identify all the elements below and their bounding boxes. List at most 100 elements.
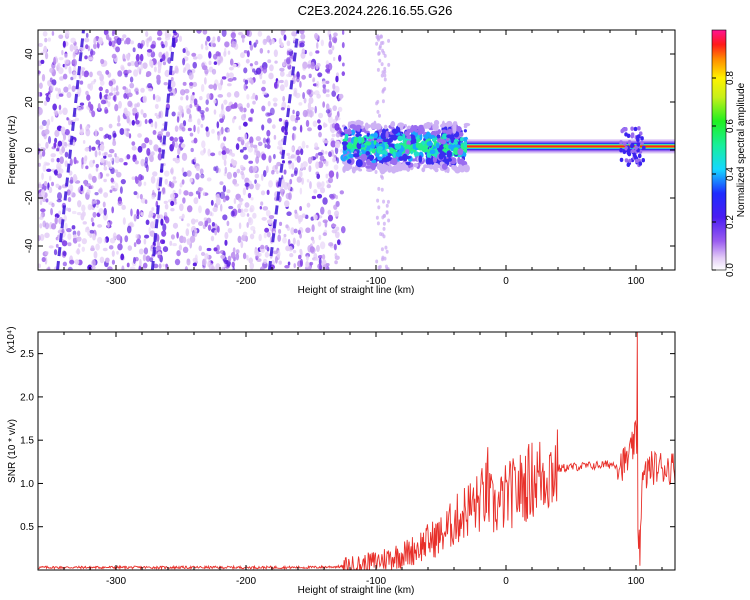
heatmap-noise-cell	[246, 50, 250, 58]
heatmap-signal-cell	[627, 151, 632, 157]
heatmap-noise-cell	[44, 251, 49, 256]
heatmap-noise-cell	[263, 232, 267, 239]
heatmap-noise-cell	[232, 247, 236, 254]
heatmap-noise-cell	[89, 229, 94, 234]
heatmap-noise-cell	[135, 91, 139, 95]
heatmap-noise-cell	[380, 247, 384, 252]
heatmap-noise-cell	[262, 38, 267, 46]
heatmap-noise-cell	[318, 112, 324, 119]
heatmap-noise-cell	[76, 105, 80, 110]
heatmap-noise-cell	[142, 62, 148, 70]
heatmap-noise-cell	[89, 50, 96, 56]
heatmap-signal-cell	[366, 158, 371, 166]
heatmap-noise-cell	[115, 46, 121, 53]
heatmap-noise-cell	[212, 43, 216, 48]
heatmap-noise-cell	[74, 48, 78, 54]
heatmap-signal-cell	[622, 141, 627, 146]
heatmap-noise-cell	[252, 100, 256, 105]
heatmap-noise-cell	[328, 151, 332, 158]
heatmap-noise-cell	[279, 70, 285, 77]
heatmap-signal-cell	[436, 134, 441, 139]
heatmap-noise-cell	[72, 174, 78, 182]
heatmap-noise-cell	[279, 67, 285, 72]
heatmap-noise-cell	[186, 108, 191, 115]
heatmap-noise-cell	[140, 212, 144, 217]
heatmap-noise-cell	[156, 74, 161, 81]
heatmap-noise-cell	[380, 187, 384, 192]
heatmap-noise-cell	[195, 172, 200, 180]
heatmap-noise-cell	[233, 91, 240, 98]
heatmap-noise-cell	[297, 214, 304, 223]
heatmap-noise-cell	[69, 44, 74, 52]
heatmap-noise-cell	[341, 71, 346, 77]
heatmap-noise-cell	[133, 242, 137, 248]
heatmap-noise-cell	[161, 128, 165, 132]
heatmap-signal-cell	[348, 145, 353, 149]
heatmap-noise-cell	[269, 64, 274, 72]
heatmap-noise-cell	[227, 50, 231, 55]
heatmap-noise-cell	[130, 60, 136, 66]
heatmap-noise-cell	[58, 210, 62, 216]
heatmap-noise-cell	[317, 151, 323, 156]
heatmap-noise-cell	[336, 239, 341, 246]
heatmap-noise-cell	[239, 106, 244, 112]
heatmap-noise-cell	[278, 37, 282, 45]
heatmap-noise-cell	[162, 61, 167, 66]
heatmap-noise-cell	[272, 97, 278, 102]
heatmap-noise-cell	[233, 116, 237, 120]
heatmap-noise-cell	[292, 237, 296, 245]
heatmap-noise-cell	[189, 132, 194, 137]
heatmap-signal-cell	[425, 164, 432, 169]
heatmap-noise-cell	[316, 193, 323, 199]
heatmap-noise-cell	[249, 204, 255, 213]
heatmap-noise-cell	[44, 129, 50, 135]
heatmap-noise-cell	[209, 211, 213, 217]
heatmap-noise-cell	[161, 187, 166, 192]
heatmap-noise-cell	[381, 232, 385, 237]
heatmap-noise-cell	[120, 66, 125, 71]
heatmap-noise-cell	[50, 153, 57, 158]
heatmap-noise-cell	[111, 250, 115, 257]
heatmap-noise-cell	[162, 246, 169, 253]
heatmap-noise-cell	[80, 184, 84, 192]
heatmap-noise-cell	[332, 83, 336, 90]
heatmap-noise-cell	[98, 86, 103, 92]
heatmap-noise-cell	[99, 71, 102, 77]
heatmap-noise-cell	[142, 262, 148, 269]
colorbar-tick-label: 0.6	[725, 119, 736, 133]
heatmap-noise-cell	[293, 228, 298, 234]
heatmap-noise-cell	[38, 162, 41, 167]
heatmap-noise-cell	[252, 229, 256, 235]
heatmap-signal-cell	[355, 159, 363, 168]
heatmap-noise-cell	[229, 58, 234, 66]
heatmap-noise-cell	[172, 222, 179, 229]
heatmap-noise-cell	[54, 137, 58, 144]
heatmap-noise-cell	[92, 233, 96, 241]
heatmap-noise-cell	[381, 255, 385, 260]
heatmap-noise-cell	[208, 51, 212, 59]
heatmap-noise-cell	[135, 119, 140, 125]
heatmap-signal-cell	[347, 159, 352, 164]
heatmap-noise-cell	[219, 118, 224, 123]
heatmap-noise-cell	[97, 236, 103, 244]
heatmap-noise-cell	[71, 225, 76, 230]
heatmap-noise-cell	[206, 35, 211, 42]
heatmap-signal-cell	[341, 141, 348, 146]
heatmap-noise-cell	[302, 91, 306, 100]
heatmap-noise-cell	[299, 30, 305, 35]
heatmap-noise-cell	[222, 185, 227, 193]
heatmap-noise-cell	[294, 92, 301, 99]
heatmap-noise-cell	[326, 184, 332, 189]
heatmap-noise-cell	[130, 208, 133, 217]
y-tick-label: 2.0	[20, 392, 34, 403]
heatmap-noise-cell	[261, 86, 266, 92]
heatmap-noise-cell	[310, 106, 315, 111]
heatmap-signal-cell	[431, 137, 436, 142]
heatmap-noise-cell	[279, 84, 285, 92]
heatmap-noise-cell	[198, 205, 202, 214]
heatmap-noise-cell	[279, 146, 283, 152]
heatmap-noise-cell	[302, 109, 308, 118]
heatmap-noise-cell	[154, 112, 158, 117]
heatmap-noise-cell	[153, 263, 159, 269]
heatmap-noise-cell	[284, 200, 290, 208]
